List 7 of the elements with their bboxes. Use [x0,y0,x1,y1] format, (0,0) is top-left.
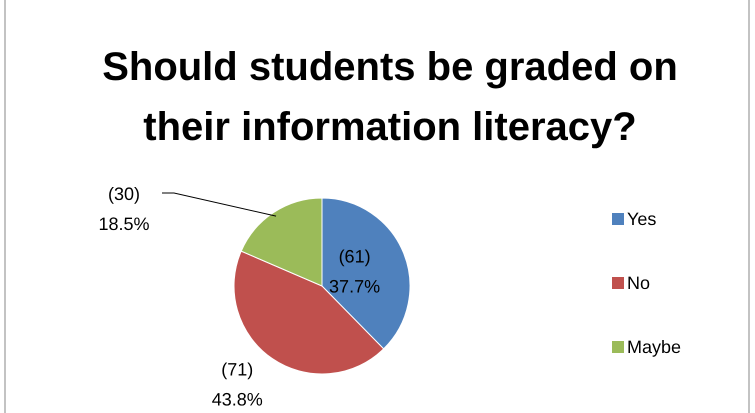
data-label: (30) 18.5% [98,184,150,234]
chart-title: Should students be graded on their information literacy? [102,45,678,149]
data-label: (61) 37.7% [329,246,380,297]
legend-label: No [627,273,650,293]
legend-label: Maybe [627,337,682,357]
data-label: (71) 43.8% [212,359,263,410]
legend-label: Yes [627,209,656,229]
